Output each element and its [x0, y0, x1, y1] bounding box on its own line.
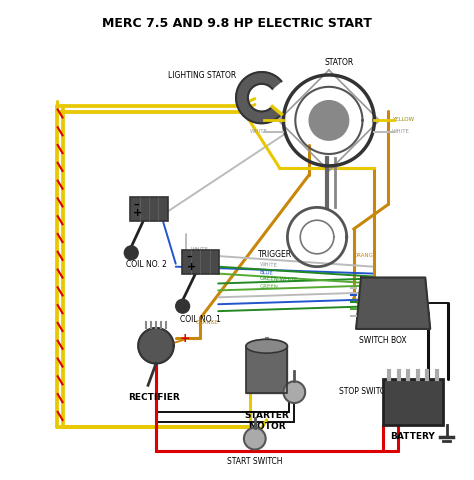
Circle shape [309, 101, 349, 141]
Bar [130, 198, 168, 222]
Text: +: + [180, 331, 190, 344]
Text: SWITCH BOX: SWITCH BOX [359, 335, 407, 344]
Bar [182, 251, 219, 274]
Circle shape [124, 246, 138, 260]
Bar [383, 380, 443, 425]
Text: ORANGE: ORANGE [195, 319, 219, 324]
Circle shape [244, 428, 265, 450]
Text: YELLOW: YELLOW [246, 117, 268, 122]
Text: +: + [187, 261, 196, 271]
Text: STOP SWITCH: STOP SWITCH [339, 386, 391, 395]
Text: WHITE: WHITE [191, 246, 209, 252]
Text: WHITE: WHITE [250, 129, 268, 133]
Text: –: – [133, 199, 139, 209]
Text: STATOR: STATOR [324, 58, 354, 67]
Circle shape [283, 382, 305, 403]
Text: –: – [187, 251, 192, 261]
Text: COIL NO. 1: COIL NO. 1 [180, 314, 221, 324]
Text: BLACK: BLACK [264, 383, 282, 388]
Bar [246, 347, 287, 393]
Text: TRIGGER: TRIGGER [257, 250, 292, 258]
Text: MERC 7.5 AND 9.8 HP ELECTRIC START: MERC 7.5 AND 9.8 HP ELECTRIC START [102, 17, 372, 30]
Bar [246, 347, 287, 393]
Polygon shape [236, 73, 282, 124]
Text: START SWITCH: START SWITCH [227, 456, 283, 466]
Text: BLUE: BLUE [260, 269, 273, 275]
Polygon shape [356, 278, 430, 329]
Text: WHITE: WHITE [392, 129, 410, 133]
Text: GREEN: GREEN [260, 283, 279, 289]
Text: STARTER
MOTOR: STARTER MOTOR [244, 410, 289, 430]
Text: ORANGE: ORANGE [354, 253, 377, 258]
Circle shape [138, 328, 174, 364]
Text: YELLOW: YELLOW [392, 117, 414, 122]
Text: GREEN-WHITE: GREEN-WHITE [260, 276, 298, 282]
Text: COIL NO. 2: COIL NO. 2 [126, 259, 166, 268]
Text: RECTIFIER: RECTIFIER [128, 392, 180, 401]
Text: BATTERY: BATTERY [391, 431, 435, 440]
Text: LIGHTING STATOR: LIGHTING STATOR [168, 71, 237, 80]
Circle shape [176, 300, 190, 313]
Text: WHITE: WHITE [260, 261, 278, 267]
Text: +: + [133, 208, 143, 218]
Ellipse shape [246, 340, 287, 353]
